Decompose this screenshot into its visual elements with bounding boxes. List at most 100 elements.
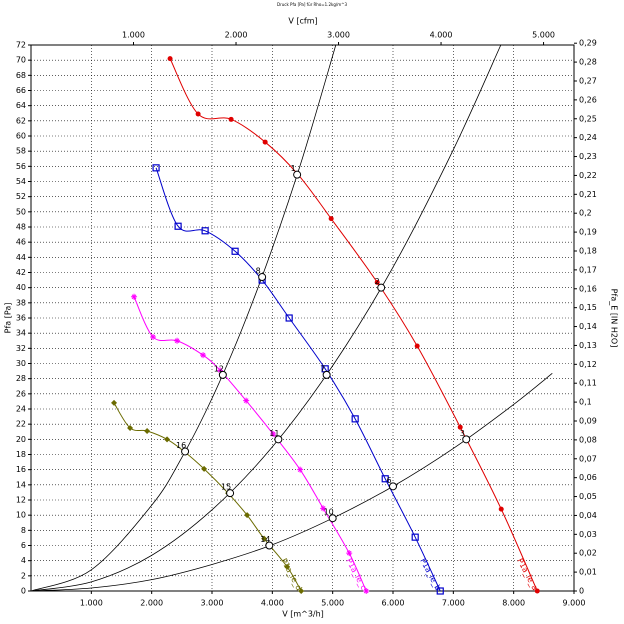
series-label: P1a_le_a — [515, 557, 539, 592]
y-tick-label: 26 — [16, 389, 26, 398]
x-tick-label: 9.000 — [563, 599, 586, 608]
operating-point — [226, 489, 235, 498]
y-tick-label: 46 — [16, 238, 26, 247]
x-tick-label: 6.000 — [382, 599, 405, 608]
marker — [231, 247, 239, 255]
y2-tick-label: 0,12 — [579, 360, 597, 369]
series-label: P1a_le_c — [344, 557, 368, 592]
y-tick-label: 70 — [16, 56, 26, 65]
marker — [174, 337, 181, 344]
y-tick-label: 42 — [16, 268, 26, 277]
fan-curve — [169, 58, 538, 592]
operating-point-label: 7 — [320, 364, 325, 373]
y2-tick-label: 0,26 — [579, 95, 597, 104]
y-tick-label: 22 — [16, 420, 26, 429]
y-tick-label: 68 — [16, 71, 26, 80]
marker — [436, 587, 444, 595]
y2-tick-label: 0,09 — [579, 416, 597, 425]
y2-tick-label: 0,14 — [579, 322, 597, 331]
y-tick-label: 30 — [16, 359, 26, 368]
y-tick-label: 2 — [21, 571, 26, 580]
marker — [414, 343, 420, 349]
marker — [297, 466, 304, 473]
y2-tick-label: 0,1 — [579, 398, 592, 407]
operating-point-label: 12 — [214, 364, 224, 373]
system-curve — [30, 373, 553, 592]
marker — [457, 424, 463, 430]
operating-point-label: 15 — [221, 483, 231, 492]
marker — [228, 116, 234, 122]
marker — [328, 216, 334, 222]
y2-tick-label: 0,23 — [579, 152, 597, 161]
y-tick-label: 32 — [16, 344, 26, 353]
operating-point-label: 10 — [324, 508, 334, 517]
marker — [200, 352, 207, 359]
x-tick-label: 3.000 — [201, 599, 224, 608]
operating-point — [274, 435, 283, 444]
y2-tick-label: 0,18 — [579, 246, 597, 255]
x2-tick-label: 4.000 — [430, 31, 453, 40]
fan-curve — [133, 296, 367, 592]
y2-tick-label: 0,29 — [579, 39, 597, 48]
y-tick-label: 72 — [16, 41, 26, 50]
y2-tick-label: 0,17 — [579, 265, 597, 274]
operating-point-label: 1 — [291, 164, 296, 173]
x2-tick-label: 3.000 — [327, 31, 350, 40]
x2-tick-label: 5.000 — [532, 31, 555, 40]
x-axis-label: V [m^3/h] — [282, 610, 324, 619]
y-tick-label: 14 — [16, 480, 26, 489]
marker — [262, 139, 268, 145]
chart-title: Druck Pfa [Pa] für Rho=1.2kg/m^3 — [277, 2, 347, 7]
operating-point — [265, 541, 274, 550]
x-tick-label: 5.000 — [321, 599, 344, 608]
marker — [243, 397, 250, 404]
y2-tick-label: 0,08 — [579, 435, 597, 444]
y-tick-label: 58 — [16, 147, 26, 156]
y2-tick-label: 0 — [579, 587, 584, 596]
y-tick-label: 62 — [16, 116, 26, 125]
marker — [164, 436, 171, 443]
y-tick-label: 28 — [16, 374, 26, 383]
y2-axis-label: Pfa_E [IN H2O] — [610, 289, 619, 348]
y-tick-label: 20 — [16, 435, 26, 444]
system-curve — [30, 44, 502, 592]
y2-tick-label: 0,06 — [579, 473, 597, 482]
y2-tick-label: 0,11 — [579, 379, 597, 388]
marker — [346, 550, 353, 557]
y-tick-label: 64 — [16, 101, 26, 110]
operating-point — [462, 435, 471, 444]
marker — [351, 415, 359, 423]
marker — [201, 465, 208, 472]
marker — [285, 314, 293, 322]
x2-tick-label: 1.000 — [122, 31, 145, 40]
x2-tick-label: 2.000 — [225, 31, 248, 40]
y-tick-label: 52 — [16, 192, 26, 201]
series-label: P1a_le_b — [418, 557, 442, 592]
y-tick-label: 16 — [16, 465, 26, 474]
marker — [320, 505, 327, 512]
x-tick-label: 1.000 — [80, 599, 103, 608]
y2-tick-label: 0,21 — [579, 190, 597, 199]
y-tick-label: 10 — [16, 511, 26, 520]
fan-curve — [155, 167, 441, 592]
marker — [167, 56, 173, 62]
marker — [217, 367, 224, 374]
operating-point — [328, 514, 337, 523]
operating-point-label: 14 — [260, 535, 270, 544]
marker — [363, 588, 370, 594]
operating-point — [389, 482, 397, 491]
y-tick-label: 60 — [16, 132, 26, 141]
y2-tick-label: 0,01 — [579, 568, 597, 577]
y2-tick-label: 0,07 — [579, 454, 597, 463]
operating-point — [322, 370, 331, 379]
marker — [174, 222, 182, 230]
operating-point-label: 16 — [176, 441, 186, 450]
operating-point — [218, 370, 227, 379]
marker — [152, 164, 160, 172]
operating-point — [181, 447, 190, 456]
y-tick-label: 50 — [16, 207, 26, 216]
y-tick-label: 48 — [16, 223, 26, 232]
operating-point — [293, 170, 302, 179]
marker — [261, 535, 268, 542]
